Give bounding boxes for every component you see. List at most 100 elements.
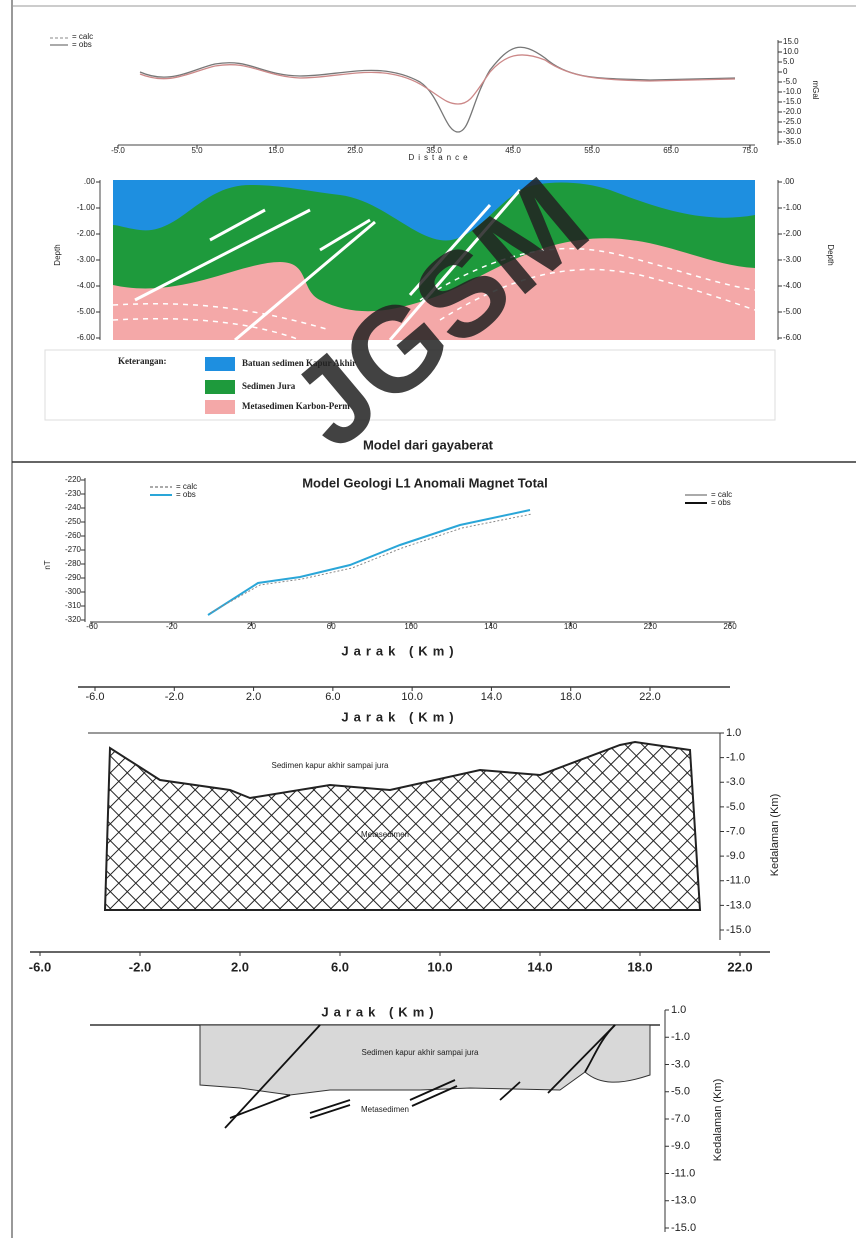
y-tick-label: 1.0: [726, 727, 741, 739]
x-tick-label: 2.0: [231, 959, 249, 974]
y-tick-label: -11.0: [726, 875, 750, 887]
y-tick-label: -4.00: [783, 281, 802, 290]
x-tick-label: 65.0: [663, 146, 679, 155]
unit-label: Sedimen kapur akhir sampai jura: [272, 761, 389, 770]
y-tick-label: -5.0: [726, 801, 745, 813]
y-tick-label: -220: [65, 475, 82, 484]
x-tick-label: -6.0: [29, 959, 51, 974]
y-tick-label: -30.0: [783, 127, 802, 136]
caption: Model dari gayaberat: [363, 437, 494, 452]
y-tick-label: -1.0: [726, 752, 745, 764]
x-tick-label: 140: [484, 622, 498, 631]
y-tick-label: -1.00: [77, 203, 96, 212]
y-tick-label: -9.0: [671, 1140, 690, 1152]
y-tick-label: -10.0: [783, 87, 802, 96]
calc-curve: [208, 510, 530, 615]
y-tick-label: -5.00: [77, 307, 96, 316]
x-tick-label: 14.0: [527, 959, 552, 974]
y-tick-label: -240: [65, 503, 82, 512]
x-tick-label: 15.0: [268, 146, 284, 155]
y-label: nT: [43, 560, 52, 569]
y-tick-label: -7.0: [671, 1113, 690, 1125]
y-tick-label: -3.00: [77, 255, 96, 264]
hatched-block: [105, 742, 700, 910]
y-label: Kedalaman (Km): [769, 794, 781, 877]
x-tick-label: 20: [247, 622, 256, 631]
y-tick-label: -2.00: [77, 229, 96, 238]
y-tick-label: -35.0: [783, 137, 802, 146]
y-tick-label: .00: [84, 177, 96, 186]
legend-swatch: [205, 400, 235, 414]
unit-label: Metasedimen: [361, 1105, 409, 1114]
legend-swatch: [205, 380, 235, 394]
y-tick-label: -15.0: [783, 97, 802, 106]
y-tick-label: -230: [65, 489, 82, 498]
y-tick-label: -11.0: [671, 1167, 695, 1179]
obs-curve: [140, 47, 735, 132]
x-tick-label: 10.0: [401, 691, 422, 703]
x-label: Jarak (Km): [341, 709, 458, 724]
y-tick-label: -20.0: [783, 107, 802, 116]
unit-label: Sedimen kapur akhir sampai jura: [362, 1048, 479, 1057]
x-tick-label: -2.0: [129, 959, 151, 974]
x-tick-label: 6.0: [325, 691, 340, 703]
y-tick-label: -280: [65, 559, 82, 568]
x-tick-label: 5.0: [191, 146, 203, 155]
x-tick-label: 6.0: [331, 959, 349, 974]
x-tick-label: -5.0: [111, 146, 125, 155]
x-tick-label: 25.0: [347, 146, 363, 155]
x-tick-label: 14.0: [481, 691, 502, 703]
x-label: Jarak (Km): [321, 1004, 438, 1019]
y-tick-label: -3.0: [671, 1058, 690, 1070]
x-tick-label: 10.0: [427, 959, 452, 974]
y-tick-label: 10.0: [783, 47, 799, 56]
y-tick-label: 15.0: [783, 37, 799, 46]
x-tick-label: 260: [723, 622, 737, 631]
y-tick-label: -260: [65, 531, 82, 540]
y-tick-label: 1.0: [671, 1004, 686, 1016]
y-tick-label: 5.0: [783, 57, 795, 66]
x-tick-label: 60: [327, 622, 336, 631]
x-tick-label: 2.0: [246, 691, 261, 703]
y-tick-label: -1.00: [783, 203, 802, 212]
x-tick-label: 22.0: [639, 691, 660, 703]
y-tick-label: -310: [65, 601, 82, 610]
y-tick-label: -5.00: [783, 307, 802, 316]
legend-label: = obs: [176, 490, 196, 499]
x-tick-label: 55.0: [584, 146, 600, 155]
y-label: mGal: [811, 80, 820, 99]
y-label: Kedalaman (Km): [712, 1079, 724, 1162]
y-label: Depth: [53, 244, 62, 265]
y-tick-label: 0: [783, 67, 788, 76]
y-tick-label: -300: [65, 587, 82, 596]
x-tick-label: 18.0: [560, 691, 581, 703]
x-label: Jarak (Km): [341, 643, 458, 658]
legend-label: Batuan sedimen Kapur Akhir: [242, 358, 356, 368]
y-tick-label: -25.0: [783, 117, 802, 126]
x-tick-label: -2.0: [165, 691, 184, 703]
legend-label: = obs: [711, 498, 731, 507]
y-tick-label: -320: [65, 615, 82, 624]
y-tick-label: -270: [65, 545, 82, 554]
y-tick-label: -7.0: [726, 825, 745, 837]
y-tick-label: -4.00: [77, 281, 96, 290]
legend-label: = obs: [72, 40, 92, 49]
y-label: Depth: [826, 244, 835, 265]
legend-label: Sedimen Jura: [242, 381, 296, 391]
y-tick-label: -290: [65, 573, 82, 582]
y-tick-label: -2.00: [783, 229, 802, 238]
y-tick-label: -1.0: [671, 1031, 690, 1043]
y-tick-label: -3.00: [783, 255, 802, 264]
x-tick-label: 75.0: [742, 146, 758, 155]
x-tick-label: 100: [404, 622, 418, 631]
y-tick-label: -5.0: [671, 1086, 690, 1098]
y-tick-label: -15.0: [671, 1222, 696, 1234]
y-tick-label: -6.00: [783, 333, 802, 342]
x-tick-label: 220: [644, 622, 658, 631]
y-tick-label: -13.0: [726, 899, 751, 911]
y-tick-label: -250: [65, 517, 82, 526]
legend-title: Keterangan:: [118, 356, 167, 366]
x-tick-label: 45.0: [505, 146, 521, 155]
x-tick-label: 18.0: [627, 959, 652, 974]
x-tick-label: 35.0: [426, 146, 442, 155]
